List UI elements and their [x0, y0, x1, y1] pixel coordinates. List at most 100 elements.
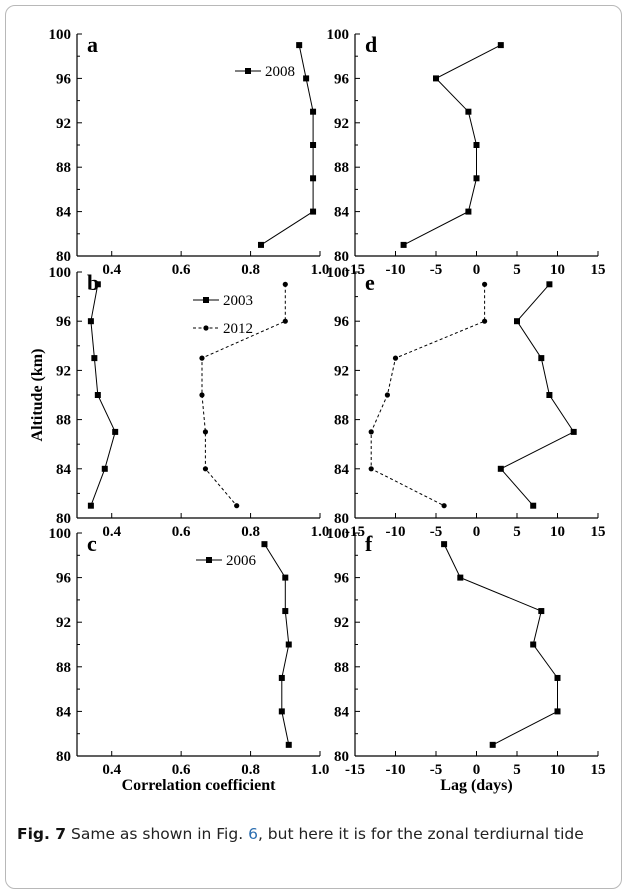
data-point-2003 [538, 355, 545, 362]
y-tick-label: 100 [49, 526, 72, 542]
data-point-2008 [400, 241, 407, 248]
data-point-2006 [457, 574, 464, 581]
legend-label-2012: 2012 [223, 321, 253, 337]
panel-letter-f: f [365, 531, 373, 556]
data-point-2008 [310, 142, 317, 148]
y-tick-label: 96 [56, 571, 72, 587]
y-tick-label: 88 [56, 160, 71, 176]
y-tick-label: 84 [334, 205, 350, 221]
series-line-2012 [201, 284, 286, 507]
data-point-2008 [310, 208, 317, 215]
x-tick-label: 0 [473, 262, 481, 278]
y-tick-label: 88 [334, 660, 349, 676]
figure-reference-link[interactable]: 6 [248, 825, 258, 843]
legend-marker-2012 [203, 325, 209, 331]
panel-c: 80 84 88 92 96 100 0.4 0.6 0.8 1.0 c 2006 Correlatio… [49, 526, 330, 794]
y-tick-label: 92 [56, 615, 71, 631]
figure-frame [5, 5, 622, 889]
y-tick-label: 96 [56, 71, 72, 87]
data-point-2003 [87, 502, 94, 509]
panel-letter-e: e [365, 270, 375, 295]
x-tick-label: 0.8 [241, 524, 260, 540]
data-point-2008 [465, 208, 472, 215]
data-point-2003 [94, 392, 101, 398]
x-tick-label: 15 [591, 524, 606, 540]
data-point-2006 [285, 741, 292, 748]
panel-letter-c: c [87, 531, 97, 556]
x-tick-label: -5 [430, 262, 443, 278]
x-tick-label: 5 [513, 524, 521, 540]
data-point-2006 [554, 708, 561, 715]
data-point-2006 [282, 574, 289, 581]
legend-marker-2006 [206, 557, 212, 563]
data-point-2012 [202, 466, 209, 472]
data-point-2012 [202, 429, 209, 435]
x-tick-label: 10 [550, 262, 565, 278]
x-tick-label: 10 [550, 762, 565, 778]
panel-letter-b: b [87, 270, 99, 295]
y-tick-label: 84 [56, 704, 72, 720]
x-tick-label: 0.4 [102, 262, 121, 278]
series-line-2003 [90, 284, 116, 506]
x-tick-label: 0 [473, 762, 481, 778]
data-point-2008 [303, 75, 310, 82]
y-tick-label: 80 [56, 511, 71, 527]
legend-label-2003: 2003 [223, 293, 253, 309]
data-point-2012 [482, 318, 488, 324]
y-tick-label: 96 [334, 71, 350, 87]
data-point-2012 [368, 429, 374, 435]
y-tick-label: 100 [49, 265, 72, 281]
data-point-2003 [112, 428, 119, 435]
data-point-2008 [473, 175, 480, 182]
data-point-2008 [473, 142, 480, 148]
data-point-2003 [91, 355, 98, 362]
caption-text-before: Same as shown in Fig. [66, 825, 249, 843]
x-tick-label: 0.8 [241, 762, 260, 778]
x-tick-label: 15 [591, 262, 606, 278]
data-point-2006 [489, 741, 496, 748]
y-tick-label: 80 [334, 749, 349, 765]
figure-caption: Fig. 7 Same as shown in Fig. 6, but here… [17, 823, 607, 845]
legend-label-2006: 2006 [226, 553, 257, 569]
data-point-2008 [465, 108, 472, 115]
x-tick-label: 0.6 [172, 762, 191, 778]
data-point-2012 [282, 318, 288, 324]
data-point-2003 [94, 281, 101, 288]
x-tick-label: 0 [473, 524, 481, 540]
caption-text-after: , but here it is for the zonal terdiurna… [257, 825, 584, 843]
data-point-2012 [368, 466, 374, 472]
data-point-2006 [278, 708, 285, 715]
y-tick-label: 92 [334, 363, 349, 379]
data-point-2003 [497, 465, 504, 472]
x-tick-label: 5 [513, 262, 521, 278]
x-tick-label: 10 [550, 524, 565, 540]
y-tick-label: 96 [56, 314, 72, 330]
data-point-2006 [278, 674, 285, 681]
y-tick-label: 88 [56, 413, 71, 429]
y-tick-label: 100 [327, 265, 350, 281]
data-point-2012 [441, 503, 447, 509]
data-point-2006 [538, 608, 545, 615]
data-point-2003 [514, 318, 520, 325]
x-tick-label: 15 [591, 762, 606, 778]
y-tick-label: 92 [56, 116, 71, 132]
x-axis-title: Correlation coefficient [122, 777, 277, 794]
x-tick-label: -5 [430, 762, 443, 778]
y-tick-label: 96 [334, 314, 350, 330]
data-point-2003 [546, 281, 553, 288]
data-point-2012 [234, 503, 240, 509]
data-point-2003 [546, 392, 553, 398]
y-axis-title: Altitude (km) [29, 349, 46, 442]
data-point-2006 [261, 541, 268, 548]
data-point-2003 [570, 428, 577, 435]
data-point-2012 [392, 355, 399, 361]
data-point-2012 [282, 281, 288, 287]
data-point-2003 [530, 502, 537, 509]
x-tick-label: -5 [430, 524, 443, 540]
y-tick-label: 80 [56, 749, 71, 765]
data-point-2008 [257, 241, 264, 248]
data-point-2006 [554, 674, 561, 681]
y-tick-label: 84 [56, 205, 72, 221]
x-tick-label: 0.6 [172, 262, 191, 278]
x-tick-label: -10 [386, 524, 406, 540]
